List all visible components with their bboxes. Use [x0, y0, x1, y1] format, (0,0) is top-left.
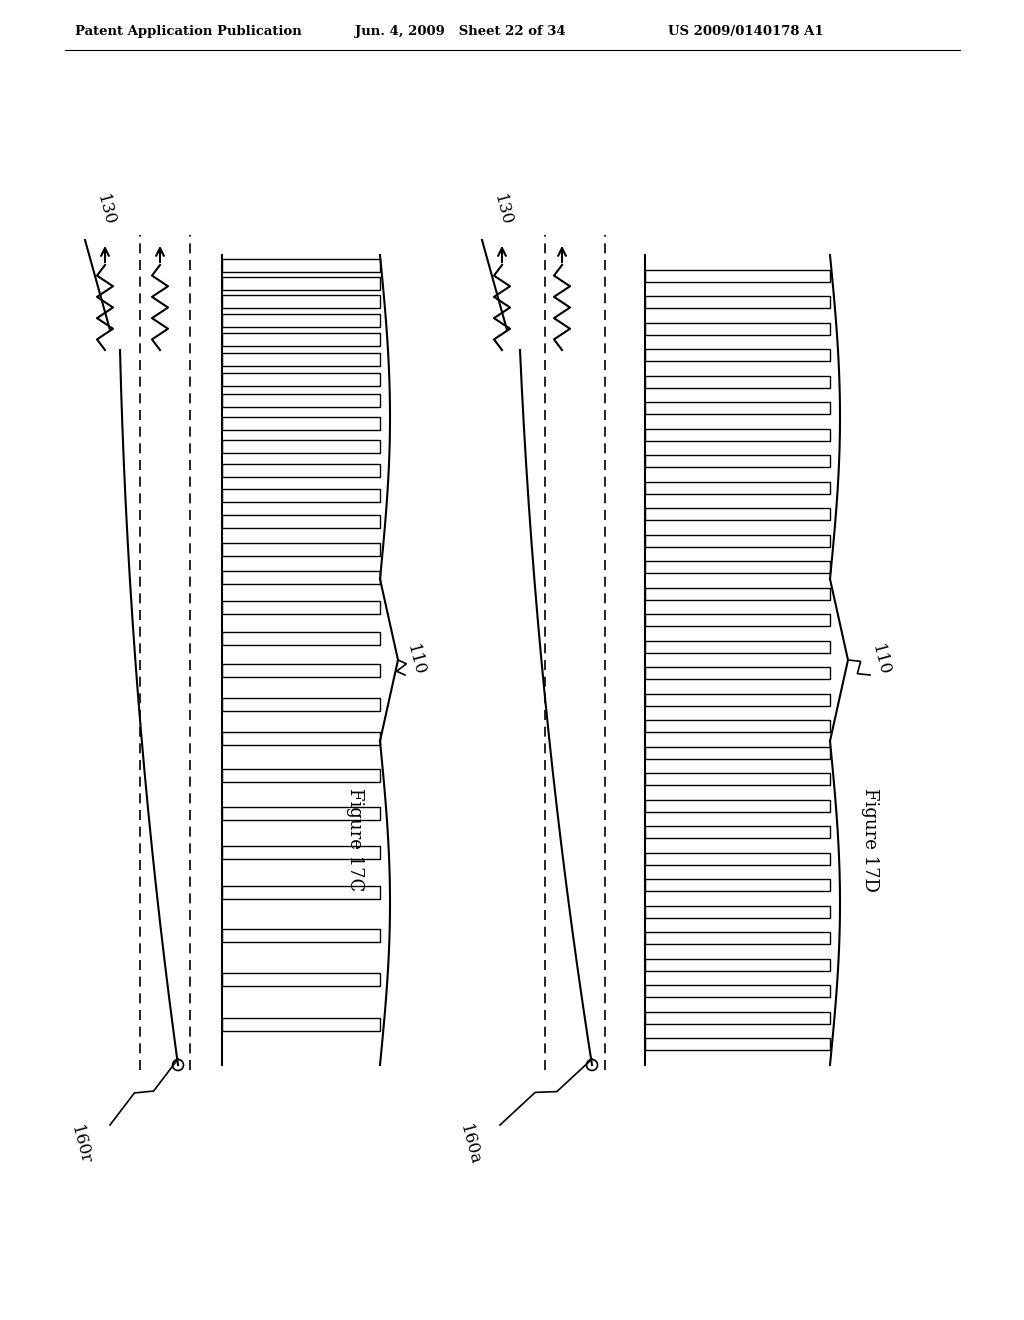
Bar	[645, 958, 830, 972]
Text: Figure 17C: Figure 17C	[346, 788, 364, 891]
Bar	[222, 601, 380, 614]
Bar	[222, 929, 380, 941]
Bar	[222, 768, 380, 781]
Bar	[222, 515, 380, 528]
Bar	[222, 417, 380, 430]
Bar	[222, 395, 380, 408]
Bar	[645, 721, 830, 733]
Bar	[645, 296, 830, 308]
Bar	[222, 1018, 380, 1031]
Text: Figure 17D: Figure 17D	[861, 788, 879, 892]
Bar	[222, 733, 380, 746]
Bar	[222, 352, 380, 366]
Text: 110: 110	[402, 643, 427, 677]
Bar	[645, 694, 830, 706]
Bar	[222, 260, 380, 272]
Bar	[222, 664, 380, 677]
Text: 110: 110	[867, 643, 892, 677]
Bar	[645, 640, 830, 653]
Bar	[645, 986, 830, 998]
Bar	[222, 973, 380, 986]
Bar	[645, 482, 830, 494]
Bar	[645, 508, 830, 520]
Bar	[222, 296, 380, 308]
Bar	[645, 561, 830, 573]
Bar	[645, 348, 830, 362]
Bar	[645, 932, 830, 944]
Text: 130: 130	[92, 193, 118, 227]
Bar	[222, 807, 380, 820]
Bar	[645, 403, 830, 414]
Bar	[222, 846, 380, 859]
Bar	[645, 1012, 830, 1024]
Bar	[645, 906, 830, 917]
Text: 160r: 160r	[67, 1123, 93, 1167]
Bar	[222, 374, 380, 387]
Bar	[645, 826, 830, 838]
Bar	[645, 269, 830, 281]
Bar	[645, 535, 830, 546]
Bar	[645, 774, 830, 785]
Bar	[222, 887, 380, 899]
Bar	[222, 463, 380, 477]
Bar	[222, 277, 380, 290]
Bar	[645, 322, 830, 334]
Bar	[645, 800, 830, 812]
Bar	[222, 632, 380, 644]
Text: Patent Application Publication: Patent Application Publication	[75, 25, 302, 38]
Bar	[645, 853, 830, 865]
Bar	[222, 697, 380, 710]
Text: US 2009/0140178 A1: US 2009/0140178 A1	[668, 25, 823, 38]
Bar	[645, 1039, 830, 1051]
Bar	[645, 667, 830, 680]
Text: 160a: 160a	[457, 1123, 483, 1167]
Bar	[645, 455, 830, 467]
Bar	[222, 490, 380, 502]
Text: 130: 130	[489, 193, 514, 227]
Bar	[645, 879, 830, 891]
Bar	[645, 376, 830, 388]
Bar	[222, 333, 380, 346]
Bar	[645, 747, 830, 759]
Bar	[222, 543, 380, 556]
Bar	[222, 440, 380, 453]
Bar	[645, 587, 830, 599]
Text: Jun. 4, 2009   Sheet 22 of 34: Jun. 4, 2009 Sheet 22 of 34	[355, 25, 565, 38]
Bar	[645, 429, 830, 441]
Bar	[222, 572, 380, 585]
Bar	[645, 614, 830, 626]
Bar	[222, 314, 380, 326]
